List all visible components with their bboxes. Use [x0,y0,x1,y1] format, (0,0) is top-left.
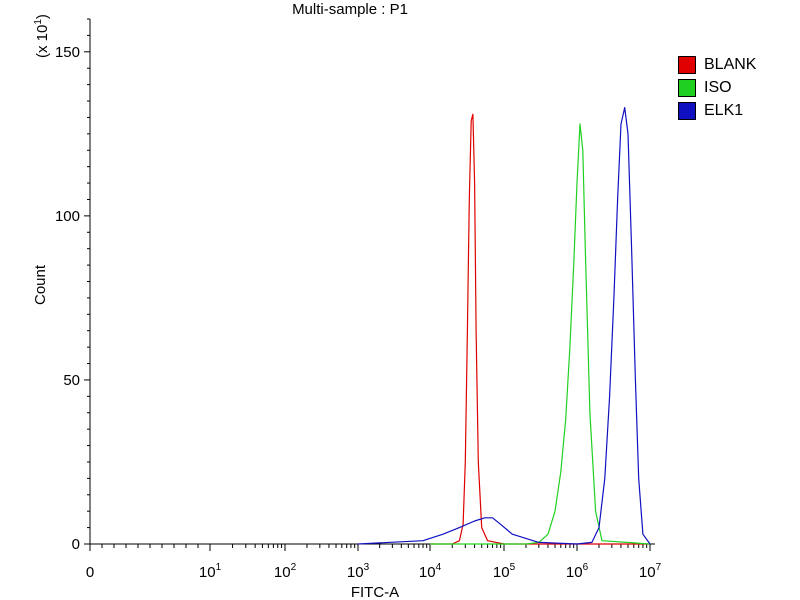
legend-swatch-iso [678,79,696,97]
series-line-elk1 [357,106,651,545]
legend-item-iso: ISO [678,77,756,99]
y-tick-label: 100 [55,208,80,225]
y-tick-label: 0 [72,536,80,553]
y-tick-label: 50 [63,372,80,389]
x-tick-label: 105 [493,562,516,581]
series-line-blank [430,113,650,545]
x-tick-label: 0 [86,564,94,581]
x-tick-label: 103 [347,562,370,581]
x-tick-label: 107 [639,562,662,581]
x-tick-label: 102 [274,562,297,581]
x-tick-label: 106 [566,562,589,581]
x-tick-label: 104 [419,562,442,581]
y-axis-label: Count [32,264,49,305]
legend-swatch-blank [678,56,696,74]
y-tick-label: 150 [55,44,80,61]
legend-swatch-elk1 [678,102,696,120]
legend-label-iso: ISO [704,79,732,96]
x-axis-label: FITC-A [351,584,399,600]
chart-legend: BLANK ISO ELK1 [678,54,756,123]
chart-title: Multi-sample : P1 [292,1,408,18]
y-axis-multiplier: (x 101) [33,14,51,58]
legend-item-blank: BLANK [678,54,756,76]
series-line-iso [430,123,651,545]
legend-label-blank: BLANK [704,56,757,73]
legend-label-elk1: ELK1 [704,102,744,119]
x-tick-label: 101 [199,562,222,581]
legend-item-elk1: ELK1 [678,100,756,122]
